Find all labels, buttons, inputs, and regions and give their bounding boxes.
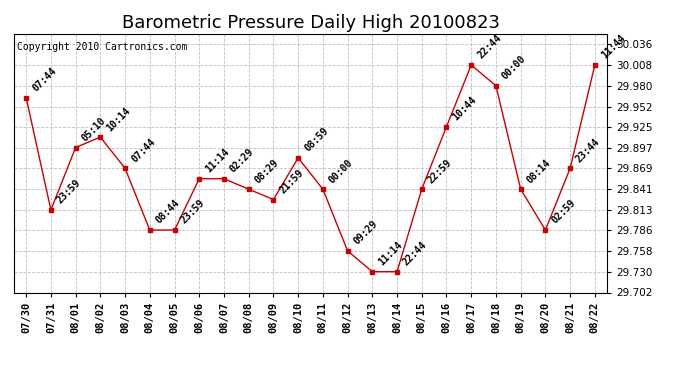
Text: 10:44: 10:44	[451, 94, 478, 123]
Text: Copyright 2010 Cartronics.com: Copyright 2010 Cartronics.com	[17, 42, 187, 51]
Text: 08:44: 08:44	[154, 198, 181, 226]
Text: 22:59: 22:59	[426, 157, 454, 185]
Text: 23:44: 23:44	[574, 136, 602, 164]
Text: 05:10: 05:10	[80, 116, 108, 143]
Text: 07:44: 07:44	[129, 136, 157, 164]
Text: 00:00: 00:00	[327, 157, 355, 185]
Text: 02:29: 02:29	[228, 147, 256, 175]
Text: 09:29: 09:29	[352, 219, 380, 247]
Text: 02:59: 02:59	[549, 198, 578, 226]
Text: 11:14: 11:14	[377, 240, 404, 267]
Text: 11:14: 11:14	[204, 147, 231, 175]
Text: 22:44: 22:44	[475, 33, 503, 61]
Text: 07:44: 07:44	[30, 66, 58, 93]
Text: 11:44: 11:44	[599, 33, 627, 61]
Text: 08:59: 08:59	[302, 126, 330, 154]
Text: 23:59: 23:59	[179, 198, 206, 226]
Text: 22:44: 22:44	[401, 240, 429, 267]
Text: 08:29: 08:29	[253, 157, 281, 185]
Text: 21:59: 21:59	[277, 168, 306, 195]
Title: Barometric Pressure Daily High 20100823: Barometric Pressure Daily High 20100823	[121, 14, 500, 32]
Text: 10:14: 10:14	[104, 105, 132, 133]
Text: 23:59: 23:59	[55, 178, 83, 206]
Text: 00:00: 00:00	[500, 54, 528, 82]
Text: 08:14: 08:14	[525, 157, 553, 185]
